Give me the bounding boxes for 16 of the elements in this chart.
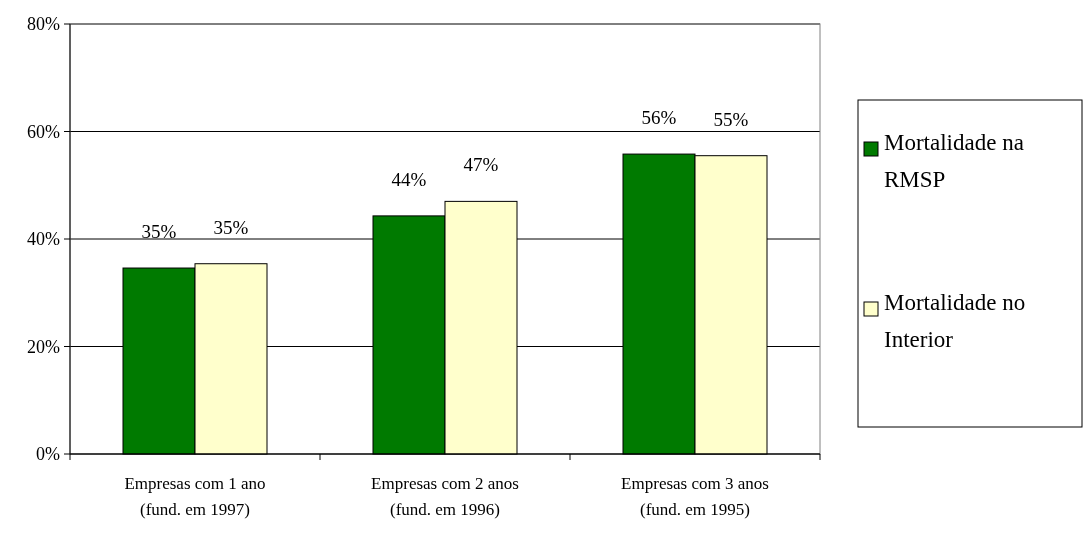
y-tick-label: 40% bbox=[27, 229, 60, 250]
legend-label: Mortalidade no Interior bbox=[884, 290, 1026, 352]
y-tick-label: 20% bbox=[27, 336, 60, 357]
x-tick-label: Empresas com 1 ano (fund. em 1997) bbox=[124, 474, 266, 519]
data-label: 47% bbox=[463, 154, 499, 176]
y-tick-label: 60% bbox=[27, 121, 60, 142]
data-label: 35% bbox=[141, 221, 177, 243]
data-label: 44% bbox=[391, 168, 427, 190]
legend-label: Mortalidade na RMSP bbox=[884, 130, 1024, 192]
data-label: 55% bbox=[713, 108, 749, 130]
data-label: 56% bbox=[641, 107, 677, 129]
data-label: 35% bbox=[213, 216, 249, 238]
y-tick-label: 80% bbox=[27, 14, 60, 35]
y-tick-label: 0% bbox=[36, 444, 60, 465]
x-tick-label: Empresas com 2 anos (fund. em 1996) bbox=[371, 474, 519, 519]
x-tick-label: Empresas com 3 anos (fund. em 1995) bbox=[621, 474, 769, 519]
